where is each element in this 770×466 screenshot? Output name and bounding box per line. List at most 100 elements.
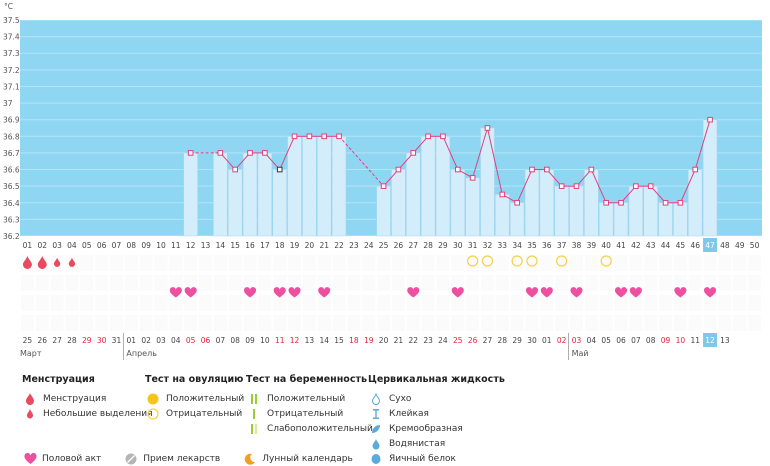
marker-cell (169, 315, 183, 331)
legend-title: Цервикальная жидкость (368, 374, 505, 385)
marker-cell (451, 275, 465, 291)
cycle-day-label: 16 (245, 241, 255, 250)
marker-cell (570, 295, 583, 311)
marker-cell (65, 275, 79, 291)
marker-cell (80, 255, 94, 271)
cycle-day-label: 37 (557, 241, 567, 250)
cycle-day-label: 39 (587, 241, 597, 250)
cycle-day-label: 46 (690, 241, 700, 250)
marker-cell (406, 315, 420, 331)
marker-cell (213, 295, 227, 311)
calendar-date-label: 29 (512, 336, 522, 345)
marker-cell (110, 315, 123, 331)
marker-cell (228, 255, 242, 271)
temperature-bar (450, 169, 465, 237)
cycle-day-label: 08 (127, 241, 137, 250)
marker-cell (510, 255, 524, 271)
legend-label: Яичный белок (389, 453, 456, 464)
marker-cell (659, 315, 672, 331)
calendar-date-label: 25 (453, 336, 463, 345)
marker-cell (332, 255, 346, 271)
marker-cell (184, 295, 198, 311)
menstruation-drop-icon (68, 257, 76, 267)
heart-icon (288, 287, 301, 298)
marker-cell (95, 255, 109, 271)
cycle-day-label: 35 (527, 241, 537, 250)
dry-icon (368, 392, 384, 405)
temperature-bar (658, 202, 673, 237)
marker-cell (347, 255, 361, 271)
marker-cell (733, 275, 747, 291)
legend-label: Небольшие выделения (43, 408, 153, 419)
marker-cell (21, 295, 34, 311)
marker-cell (95, 315, 109, 331)
marker-cell (317, 275, 331, 291)
temperature-point (588, 166, 595, 173)
marker-cell (644, 255, 658, 271)
heart-icon (614, 287, 628, 298)
marker-cell (377, 275, 390, 291)
marker-cell (748, 255, 761, 271)
cycle-day-label: 02 (37, 241, 47, 250)
legend-label: Половой акт (42, 453, 102, 464)
calendar-date-label: 04 (587, 336, 597, 345)
marker-cell (451, 315, 465, 331)
marker-cell (718, 275, 732, 291)
marker-cell (154, 255, 168, 271)
marker-cell (273, 315, 287, 331)
calendar-date-label: 03 (572, 336, 582, 345)
marker-cell (525, 255, 539, 271)
temperature-bar (287, 136, 302, 237)
marker-cell (644, 315, 658, 331)
small-drop-icon (22, 407, 38, 420)
marker-cell (362, 275, 376, 291)
legend-item: Отрицательный (246, 406, 373, 421)
temperature-point (544, 166, 550, 173)
marker-cell (288, 295, 301, 311)
calendar-date-label: 13 (720, 336, 730, 345)
legend-item: Водянистая (368, 436, 505, 451)
heart-icon (407, 287, 420, 298)
marker-cell (584, 275, 598, 291)
temperature-bar (465, 177, 480, 237)
marker-cell (258, 295, 272, 311)
marker-cell (570, 255, 583, 271)
marker-cell (302, 255, 316, 271)
cycle-day-label: 15 (230, 241, 240, 250)
marker-cell (95, 275, 109, 291)
calendar-date-label: 10 (676, 336, 686, 345)
marker-cell (510, 315, 524, 331)
egg-white-icon (368, 452, 384, 465)
marker-cell (184, 275, 198, 291)
today-highlight (703, 333, 718, 347)
marker-cell (362, 295, 376, 311)
marker-cell (124, 315, 138, 331)
heart-icon (674, 287, 687, 298)
marker-cell (659, 275, 672, 291)
temperature-bar (272, 169, 287, 237)
temperature-line-segment (338, 135, 384, 187)
temperature-point (276, 166, 283, 173)
cycle-day-label: 32 (483, 241, 493, 250)
cycle-day-label: 42 (631, 241, 641, 250)
marker-cell (80, 275, 94, 291)
sticky-icon (368, 407, 384, 420)
cycle-day-label: 43 (646, 241, 656, 250)
y-tick-label: 36.7 (3, 149, 20, 158)
marker-cell (302, 295, 316, 311)
marker-cell (540, 295, 554, 311)
cycle-day-label: 07 (112, 241, 122, 250)
cycle-day-label: 33 (498, 241, 508, 250)
marker-cell (213, 255, 227, 271)
calendar-date-label: 12 (705, 336, 715, 345)
marker-cell (703, 255, 717, 271)
y-tick-label: 36.2 (3, 232, 20, 241)
marker-cell (555, 315, 569, 331)
temperature-line-segment (279, 136, 295, 170)
y-tick-label: 37 (3, 99, 13, 108)
temperature-point (410, 150, 417, 156)
heart-icon (704, 287, 717, 298)
marker-cell (688, 295, 702, 311)
marker-cell (139, 255, 153, 271)
legend-title: Менструация (22, 374, 95, 385)
